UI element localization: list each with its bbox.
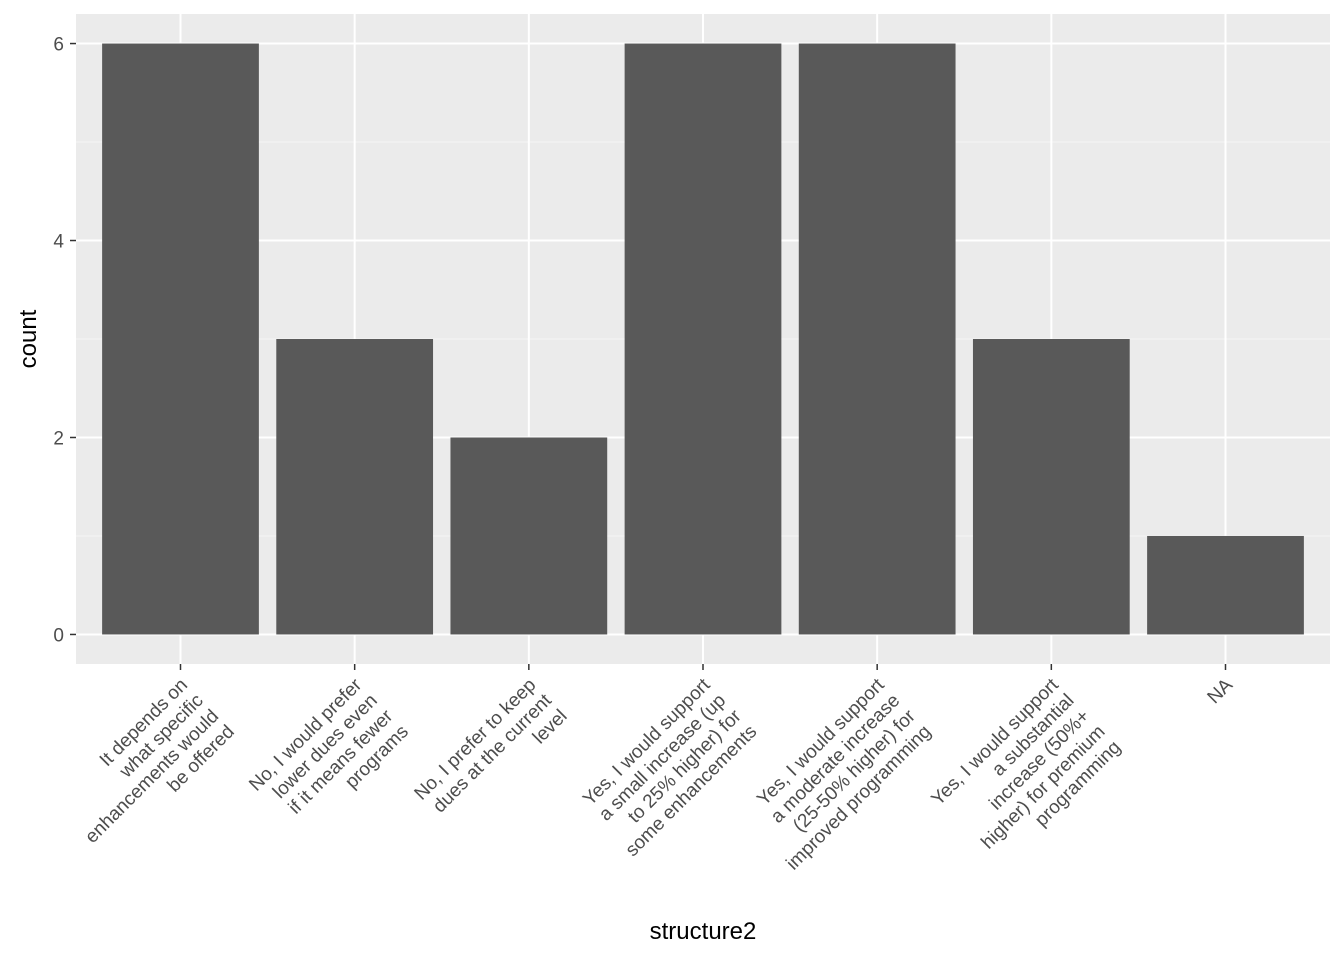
bar	[102, 43, 259, 635]
x-axis: It depends onwhat specificenhancements w…	[50, 664, 1238, 874]
bar	[276, 339, 434, 635]
bar	[624, 43, 782, 635]
x-tick-label: NA	[1204, 674, 1238, 708]
y-tick-label: 6	[53, 35, 64, 56]
x-axis-title: structure2	[650, 918, 757, 945]
x-tick-label: No, I would preferlower dues evenif it m…	[245, 674, 413, 842]
y-axis-title: count	[15, 309, 42, 368]
bar	[972, 339, 1130, 635]
x-tick-label: Yes, I would supporta substantialincreas…	[928, 674, 1126, 872]
bars	[102, 43, 1304, 635]
x-tick-label: No, I prefer to keepdues at the currentl…	[411, 674, 572, 835]
y-tick-label: 2	[53, 428, 64, 449]
bar	[450, 437, 608, 635]
x-tick-label: It depends onwhat specificenhancements w…	[50, 675, 238, 863]
y-tick-label: 0	[53, 625, 64, 646]
y-axis: 0 2 4 6	[53, 35, 76, 646]
x-tick-label-line: NA	[1204, 674, 1238, 708]
bar	[1147, 535, 1304, 635]
y-tick-label: 4	[53, 232, 64, 253]
x-tick-label: Yes, I would supporta small increase (up…	[575, 674, 762, 861]
x-tick-label: Yes, I would supporta moderate increase(…	[736, 674, 936, 874]
bar	[798, 43, 956, 635]
